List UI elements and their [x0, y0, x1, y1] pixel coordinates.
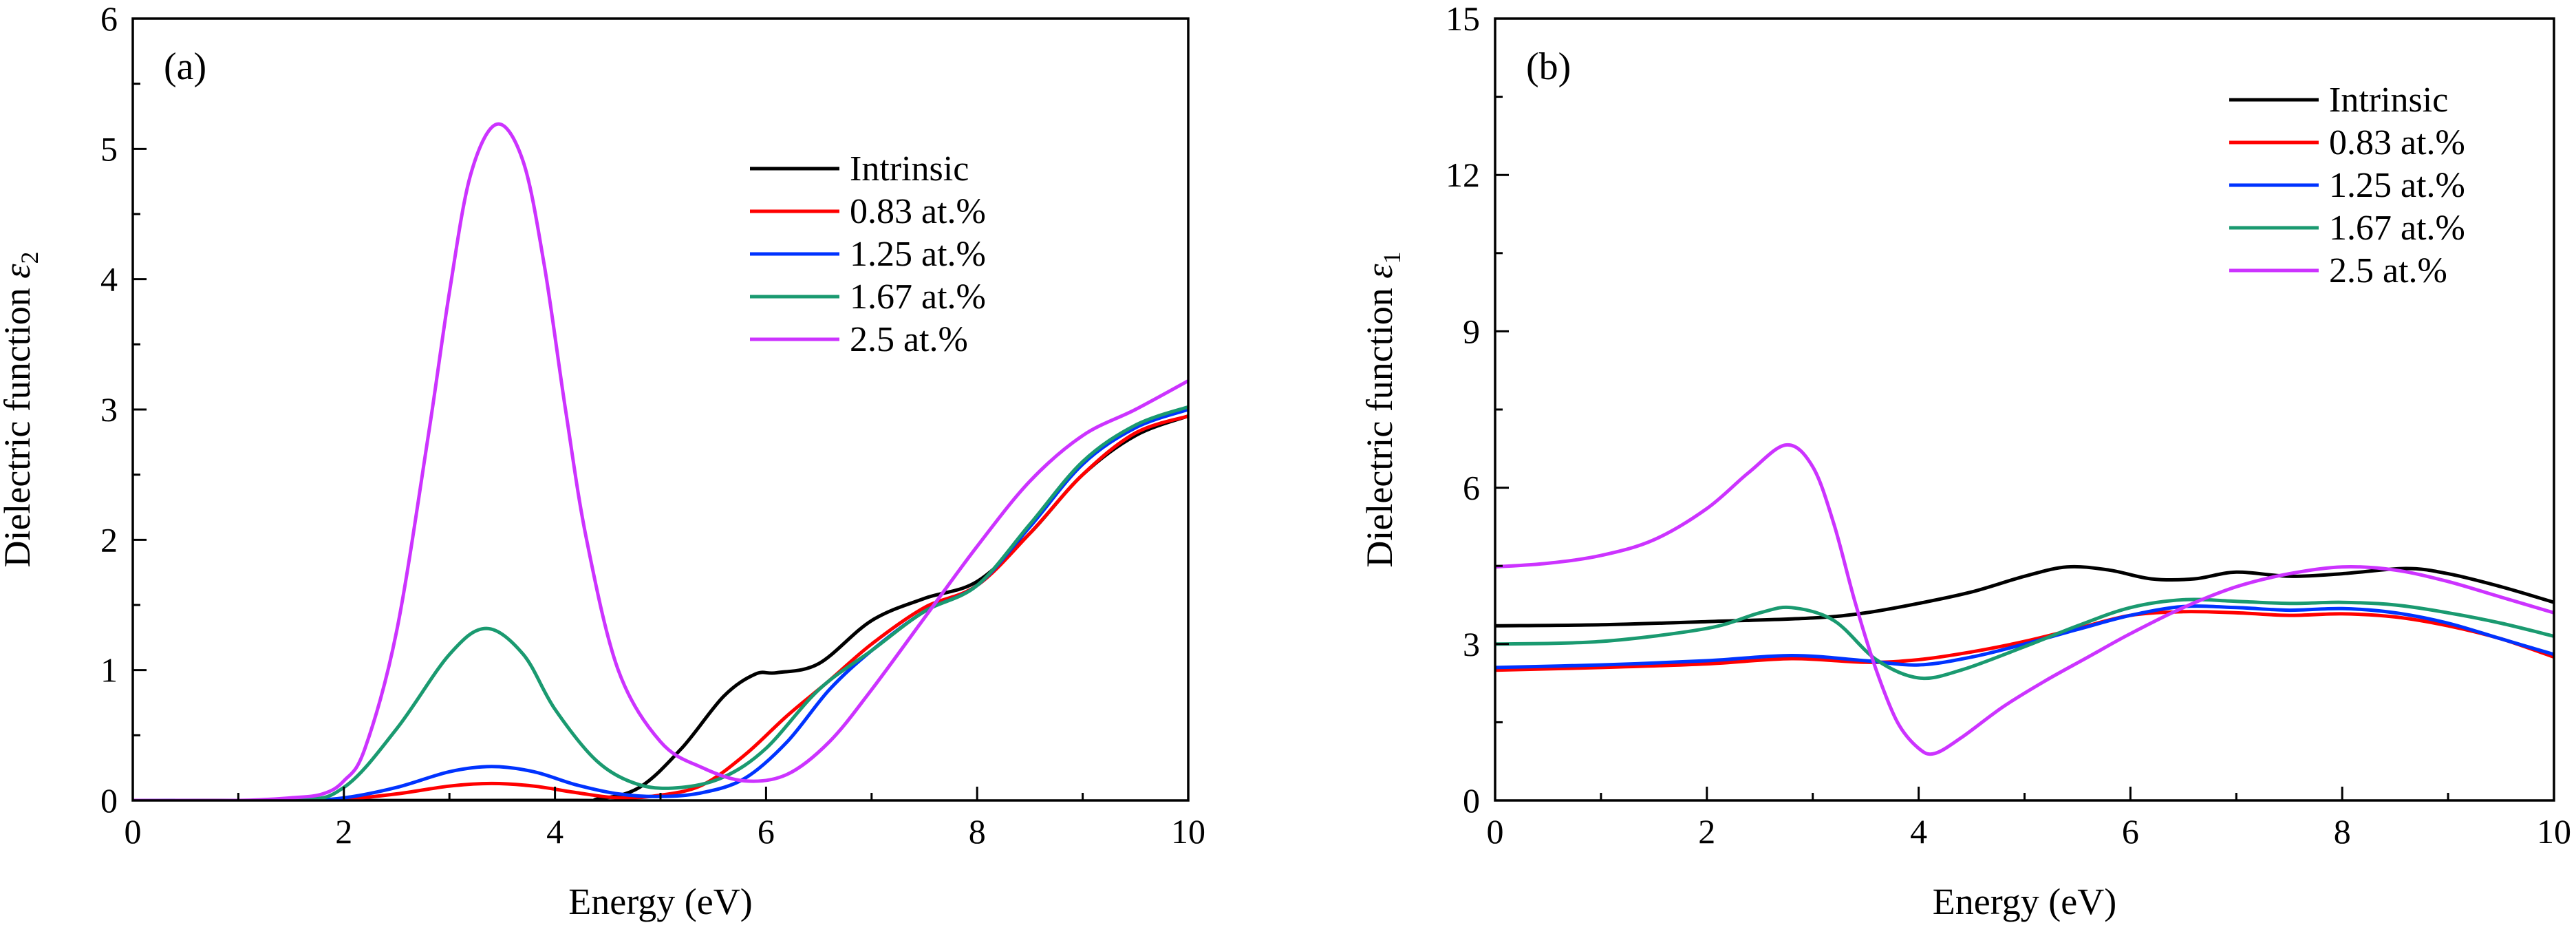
- legend-label-3: 1.67 at.%: [2329, 209, 2465, 248]
- x-tick-label: 6: [758, 812, 775, 851]
- x-tick-label: 4: [546, 812, 564, 851]
- y-tick-label: 3: [100, 390, 118, 429]
- legend-label-1: 0.83 at.%: [2329, 123, 2465, 162]
- x-axis-title: Energy (eV): [1933, 881, 2116, 922]
- y-axis-title: Dielectric function ε1: [1359, 251, 1406, 567]
- series-line-2: [1495, 604, 2554, 670]
- y-tick-label: 0: [100, 781, 118, 820]
- x-tick-label: 2: [1698, 812, 1715, 851]
- legend-label-1: 0.83 at.%: [850, 192, 986, 231]
- y-axis-title-text: Dielectric function: [1359, 279, 1400, 568]
- y-tick-label: 4: [100, 260, 118, 299]
- legend-label-4: 2.5 at.%: [850, 320, 968, 359]
- y-tick-label: 6: [100, 0, 118, 38]
- legend-label-2: 1.25 at.%: [2329, 166, 2465, 205]
- x-tick-label: 2: [335, 812, 352, 851]
- y-tick-label: 2: [100, 520, 118, 559]
- series-group: [133, 122, 1188, 800]
- legend-label-2: 1.25 at.%: [850, 235, 986, 274]
- x-tick-label: 6: [2122, 812, 2139, 851]
- y-axis-title-symbol: ε: [1359, 264, 1400, 279]
- y-axis-title-symbol: ε: [0, 264, 38, 279]
- x-tick-label: 4: [1910, 812, 1927, 851]
- x-tick-label: 0: [125, 812, 142, 851]
- y-tick-label: 1: [100, 651, 118, 690]
- series-line-3: [133, 405, 1188, 800]
- y-axis-title-text: Dielectric function: [0, 279, 38, 568]
- y-tick-label: 9: [1463, 312, 1480, 350]
- plot-frame: [131, 17, 1190, 802]
- y-tick-label: 3: [1463, 625, 1480, 663]
- y-tick-label: 5: [100, 129, 118, 168]
- y-tick-label: 12: [1446, 156, 1480, 194]
- legend-label-0: Intrinsic: [850, 149, 969, 189]
- panel-label: (b): [1526, 45, 1571, 88]
- legend-label-4: 2.5 at.%: [2329, 251, 2447, 290]
- panel-label: (a): [164, 45, 206, 88]
- x-tick-label: 8: [969, 812, 986, 851]
- x-tick-label: 10: [2537, 812, 2571, 851]
- y-tick-label: 15: [1446, 0, 1480, 38]
- x-tick-label: 0: [1487, 812, 1504, 851]
- y-axis-title: Dielectric function ε2: [0, 251, 43, 567]
- x-tick-label: 8: [2334, 812, 2351, 851]
- series-line-4: [1495, 443, 2554, 756]
- series-group: [1495, 443, 2554, 756]
- y-axis-title-subscript: 1: [1378, 251, 1406, 264]
- chart-panel-b: 0 2 4 6 8 10 0 3 6 9 12 15 Energy (eV) Dielectric fun…: [1359, 0, 2571, 922]
- x-axis-title: Energy (eV): [568, 881, 752, 922]
- legend-label-3: 1.67 at.%: [850, 277, 986, 317]
- legend-label-0: Intrinsic: [2329, 81, 2448, 120]
- y-axis-title-subscript: 2: [16, 251, 43, 264]
- series-line-4: [133, 122, 1188, 800]
- series-line-3: [1495, 597, 2554, 681]
- x-tick-label: 10: [1171, 812, 1205, 851]
- y-tick-label: 6: [1463, 469, 1480, 507]
- y-tick-label: 0: [1463, 781, 1480, 820]
